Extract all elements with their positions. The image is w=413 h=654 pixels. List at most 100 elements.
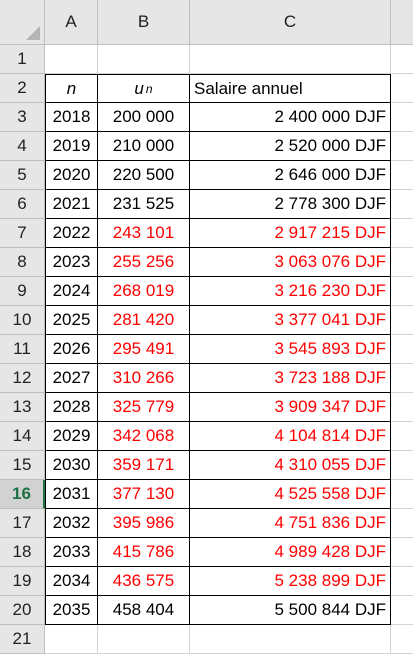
cell-year[interactable]: 2025 [45, 306, 98, 335]
cell-c1[interactable] [190, 45, 391, 74]
cell-un-value[interactable]: 281 420 [98, 306, 190, 335]
cell-year[interactable]: 2032 [45, 509, 98, 538]
cell-d-empty[interactable] [391, 509, 413, 538]
row-header[interactable]: 21 [0, 625, 45, 654]
cell-un-value[interactable]: 243 101 [98, 219, 190, 248]
row-header[interactable]: 2 [0, 74, 45, 103]
cell-year[interactable]: 2034 [45, 567, 98, 596]
cell-salary[interactable]: 3 377 041 DJF [190, 306, 391, 335]
cell-year[interactable]: 2033 [45, 538, 98, 567]
cell-d-empty[interactable] [391, 567, 413, 596]
cell-un-value[interactable]: 436 575 [98, 567, 190, 596]
cell-d-empty[interactable] [391, 422, 413, 451]
cell-salary[interactable]: 4 104 814 DJF [190, 422, 391, 451]
row-header[interactable]: 16 [0, 480, 45, 509]
cell-c2-header-salaire[interactable]: Salaire annuel [190, 74, 391, 103]
column-header-d-partial[interactable] [391, 0, 413, 45]
cell-un-value[interactable]: 295 491 [98, 335, 190, 364]
cell-d-empty[interactable] [391, 103, 413, 132]
cell-c21[interactable] [190, 625, 391, 654]
cell-year[interactable]: 2024 [45, 277, 98, 306]
row-header[interactable]: 14 [0, 422, 45, 451]
cell-d-empty[interactable] [391, 306, 413, 335]
row-header[interactable]: 13 [0, 393, 45, 422]
cell-a2-header-n[interactable]: n [45, 74, 98, 103]
row-header[interactable]: 9 [0, 277, 45, 306]
cell-d-empty[interactable] [391, 248, 413, 277]
cell-b21[interactable] [98, 625, 190, 654]
column-header-c[interactable]: C [190, 0, 391, 45]
column-header-b[interactable]: B [98, 0, 190, 45]
row-header[interactable]: 6 [0, 190, 45, 219]
cell-salary[interactable]: 4 751 836 DJF [190, 509, 391, 538]
cell-b1[interactable] [98, 45, 190, 74]
cell-salary[interactable]: 2 520 000 DJF [190, 132, 391, 161]
cell-d-empty[interactable] [391, 219, 413, 248]
cell-d-empty[interactable] [391, 364, 413, 393]
row-header[interactable]: 1 [0, 45, 45, 74]
row-header[interactable]: 3 [0, 103, 45, 132]
row-header[interactable]: 15 [0, 451, 45, 480]
cell-year[interactable]: 2022 [45, 219, 98, 248]
cell-year[interactable]: 2023 [45, 248, 98, 277]
row-header[interactable]: 10 [0, 306, 45, 335]
cell-salary[interactable]: 3 723 188 DJF [190, 364, 391, 393]
cell-salary[interactable]: 3 545 893 DJF [190, 335, 391, 364]
cell-year[interactable]: 2021 [45, 190, 98, 219]
cell-un-value[interactable]: 220 500 [98, 161, 190, 190]
cell-d-empty[interactable] [391, 161, 413, 190]
cell-year[interactable]: 2029 [45, 422, 98, 451]
cell-un-value[interactable]: 415 786 [98, 538, 190, 567]
row-header[interactable]: 4 [0, 132, 45, 161]
cell-d-empty[interactable] [391, 190, 413, 219]
cell-un-value[interactable]: 255 256 [98, 248, 190, 277]
row-header[interactable]: 11 [0, 335, 45, 364]
cell-year[interactable]: 2019 [45, 132, 98, 161]
cell-salary[interactable]: 3 216 230 DJF [190, 277, 391, 306]
cell-salary[interactable]: 4 310 055 DJF [190, 451, 391, 480]
cell-d-empty[interactable] [391, 480, 413, 509]
row-header[interactable]: 7 [0, 219, 45, 248]
cell-un-value[interactable]: 395 986 [98, 509, 190, 538]
cell-un-value[interactable]: 342 068 [98, 422, 190, 451]
cell-d-empty[interactable] [391, 538, 413, 567]
cell-un-value[interactable]: 458 404 [98, 596, 190, 625]
cell-year[interactable]: 2035 [45, 596, 98, 625]
cell-year[interactable]: 2031 [45, 480, 98, 509]
cell-a1[interactable] [45, 45, 98, 74]
cell-year[interactable]: 2018 [45, 103, 98, 132]
column-header-a[interactable]: A [45, 0, 98, 45]
row-header[interactable]: 20 [0, 596, 45, 625]
cell-un-value[interactable]: 268 019 [98, 277, 190, 306]
cell-salary[interactable]: 5 238 899 DJF [190, 567, 391, 596]
cell-un-value[interactable]: 377 130 [98, 480, 190, 509]
cell-salary[interactable]: 2 917 215 DJF [190, 219, 391, 248]
cell-salary[interactable]: 4 525 558 DJF [190, 480, 391, 509]
cell-d-empty[interactable] [391, 451, 413, 480]
row-header[interactable]: 18 [0, 538, 45, 567]
row-header[interactable]: 19 [0, 567, 45, 596]
cell-salary[interactable]: 2 400 000 DJF [190, 103, 391, 132]
cell-a21[interactable] [45, 625, 98, 654]
row-header[interactable]: 8 [0, 248, 45, 277]
row-header[interactable]: 17 [0, 509, 45, 538]
cell-year[interactable]: 2030 [45, 451, 98, 480]
cell-un-value[interactable]: 231 525 [98, 190, 190, 219]
cell-un-value[interactable]: 310 266 [98, 364, 190, 393]
cell-d-empty[interactable] [391, 335, 413, 364]
cell-salary[interactable]: 3 909 347 DJF [190, 393, 391, 422]
cell-un-value[interactable]: 359 171 [98, 451, 190, 480]
cell-d-empty[interactable] [391, 277, 413, 306]
cell-d2[interactable] [391, 74, 413, 103]
cell-salary[interactable]: 2 778 300 DJF [190, 190, 391, 219]
cell-un-value[interactable]: 200 000 [98, 103, 190, 132]
cell-year[interactable]: 2026 [45, 335, 98, 364]
cell-d21[interactable] [391, 625, 413, 654]
cell-year[interactable]: 2020 [45, 161, 98, 190]
row-header[interactable]: 12 [0, 364, 45, 393]
cell-d1[interactable] [391, 45, 413, 74]
cell-d-empty[interactable] [391, 596, 413, 625]
cell-year[interactable]: 2027 [45, 364, 98, 393]
cell-d-empty[interactable] [391, 393, 413, 422]
